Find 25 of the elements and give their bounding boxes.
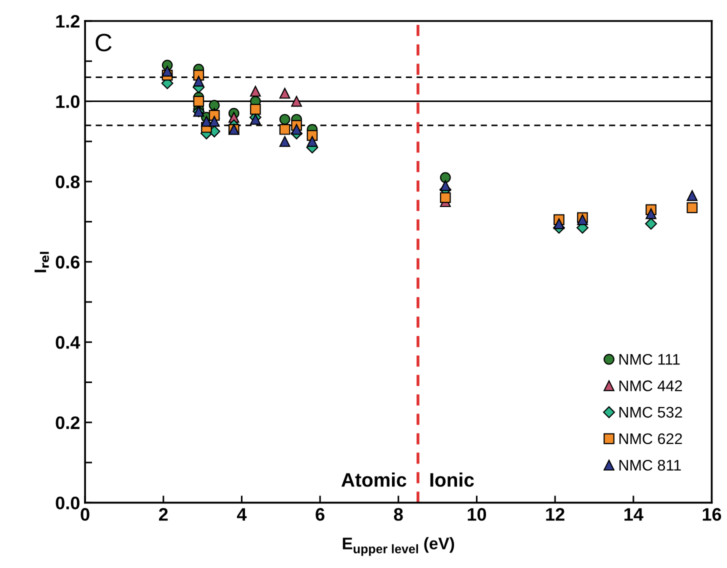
legend-label: NMC 622	[619, 433, 682, 444]
x-tick-label: 10	[468, 508, 486, 521]
legend-label: NMC 532	[619, 406, 682, 418]
x-tick-label: 6	[316, 508, 324, 521]
y-tick-label: 0.6	[56, 256, 80, 269]
x-tick-label: 8	[394, 508, 403, 521]
x-tick-label: 14	[624, 508, 644, 521]
y-tick-label: 0.0	[56, 496, 80, 510]
y-tick-label: 1.0	[56, 95, 80, 108]
x-tick-label: 12	[546, 508, 564, 521]
x-tick-label: 0	[80, 508, 90, 521]
y-tick-label: 0.2	[56, 416, 80, 430]
annotation: Atomic	[341, 472, 406, 487]
annotation: Ionic	[430, 472, 474, 487]
legend-label: NMC 111	[619, 354, 680, 365]
y-axis-title: I$_{rel}$	[34, 252, 49, 272]
x-tick-label: 16	[702, 508, 722, 521]
legend-label: NMC 442	[619, 380, 682, 392]
annotation: C	[96, 34, 112, 52]
legend-label: NMC 811	[619, 460, 681, 471]
x-tick-label: 4	[236, 508, 247, 521]
y-tick-label: 0.8	[56, 176, 80, 188]
y-tick-label: 0.4	[56, 336, 80, 349]
x-tick-label: 2	[159, 508, 168, 521]
y-tick-label: 1.2	[56, 14, 80, 28]
